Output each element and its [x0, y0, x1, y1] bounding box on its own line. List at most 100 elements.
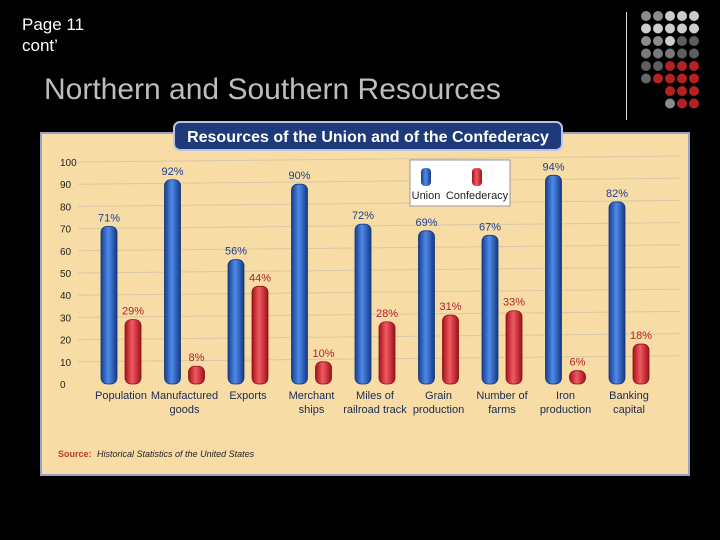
decor-dot — [677, 36, 687, 46]
x-category-label: Number of farms — [476, 390, 528, 416]
chart-title: Resources of the Union and of the Confed… — [187, 129, 549, 146]
data-label-union: 56% — [225, 246, 247, 258]
decorative-dot-grid — [641, 11, 699, 109]
bar-confederacy — [315, 361, 332, 385]
y-tick-label: 20 — [60, 336, 72, 347]
y-tick-label: 30 — [60, 313, 72, 324]
page-continued: cont’ — [22, 36, 58, 55]
source-label: Source: — [58, 449, 92, 459]
page-label: Page 11 cont’ — [22, 14, 84, 56]
decor-dot — [689, 61, 699, 71]
legend-label-confederacy: Confederacy — [446, 190, 509, 202]
data-label-union: 72% — [352, 210, 374, 222]
source-note: Source: Historical Statistics of the Uni… — [58, 449, 255, 459]
decor-dot — [689, 11, 699, 21]
data-label-confederacy: 28% — [376, 308, 398, 320]
y-tick-label: 10 — [60, 358, 72, 369]
data-label-union: 82% — [606, 188, 628, 200]
data-label-confederacy: 44% — [249, 272, 271, 284]
decor-dot — [641, 36, 651, 46]
x-category-label: Banking capital — [609, 390, 649, 416]
bar-union — [164, 179, 181, 385]
legend-label-union: Union — [412, 190, 441, 202]
bar-confederacy — [188, 365, 205, 385]
decor-dot — [665, 73, 675, 84]
y-tick-label: 50 — [60, 269, 72, 280]
decor-dot — [677, 73, 687, 84]
data-label-confederacy: 33% — [503, 297, 525, 309]
decor-dot — [665, 48, 675, 59]
decor-dot — [641, 73, 651, 84]
decor-dot — [641, 11, 651, 21]
y-tick-label: 60 — [60, 247, 72, 258]
bar-confederacy — [569, 370, 586, 385]
bar-union — [481, 234, 499, 385]
bar-union — [418, 230, 435, 385]
decor-dot — [689, 73, 699, 84]
decor-dot — [677, 61, 687, 71]
x-category-label: Exports — [229, 390, 267, 402]
x-category-label: Manufactured goods — [151, 390, 218, 416]
data-label-confederacy: 10% — [312, 348, 334, 360]
data-label-union: 67% — [479, 221, 501, 233]
y-tick-label: 100 — [60, 158, 77, 169]
gridline — [77, 155, 681, 163]
bar-confederacy — [378, 321, 396, 385]
decor-dot — [689, 48, 699, 59]
decor-dot — [677, 23, 687, 34]
decor-dot — [665, 36, 675, 46]
data-label-union: 90% — [288, 170, 310, 182]
data-label-union: 69% — [415, 217, 437, 229]
x-category-label: Miles of railroad track — [343, 390, 407, 416]
bar-union — [608, 201, 626, 385]
decor-dot — [689, 98, 699, 109]
bar-union — [291, 183, 308, 385]
decor-dot — [677, 11, 687, 21]
y-tick-label: 40 — [60, 291, 72, 302]
decor-dot — [641, 61, 651, 71]
bar-confederacy — [124, 319, 142, 385]
data-label-confederacy: 8% — [189, 352, 205, 364]
chart-legend: Union Confederacy — [409, 159, 511, 207]
data-label-union: 92% — [161, 166, 183, 178]
bar-confederacy — [632, 343, 650, 385]
bar-union — [100, 225, 118, 385]
bar-confederacy — [505, 310, 523, 385]
x-category-label: Iron production — [540, 390, 591, 416]
decor-dot — [665, 11, 675, 21]
page-number: Page 11 — [22, 15, 85, 34]
decor-dot — [677, 86, 687, 96]
decor-dot — [641, 23, 651, 34]
decor-dot — [653, 11, 663, 21]
data-label-confederacy: 31% — [439, 301, 461, 313]
chart-title-banner — [173, 121, 563, 151]
data-label-union: 71% — [98, 212, 120, 224]
y-tick-label: 90 — [60, 180, 72, 191]
legend-swatch-union — [421, 168, 431, 186]
decor-dot — [653, 73, 663, 84]
source-text: Historical Statistics of the United Stat… — [97, 449, 255, 459]
bar-confederacy — [442, 314, 459, 385]
data-label-confederacy: 29% — [122, 306, 144, 318]
data-label-union: 94% — [542, 161, 564, 173]
slide-title: Northern and Southern Resources — [44, 73, 501, 106]
y-tick-label: 70 — [60, 225, 72, 236]
bar-union — [354, 223, 372, 385]
decor-dot — [665, 61, 675, 71]
decor-dot — [689, 36, 699, 46]
bar-union — [545, 174, 562, 385]
x-category-label: Population — [95, 390, 147, 402]
bar-confederacy — [251, 285, 269, 385]
decor-dot — [677, 98, 687, 109]
legend-swatch-confederacy — [472, 168, 482, 186]
data-label-confederacy: 6% — [570, 357, 586, 369]
y-tick-label: 80 — [60, 202, 72, 213]
decor-dot — [653, 23, 663, 34]
data-label-confederacy: 18% — [630, 330, 652, 342]
decor-dot — [665, 86, 675, 96]
decor-dot — [665, 98, 675, 109]
bar-chart: 0 10 20 30 40 50 60 70 80 90 100 71% 29% Population 92… — [58, 121, 681, 459]
decor-dot — [665, 23, 675, 34]
decor-dot — [677, 48, 687, 59]
decor-dot — [653, 48, 663, 59]
